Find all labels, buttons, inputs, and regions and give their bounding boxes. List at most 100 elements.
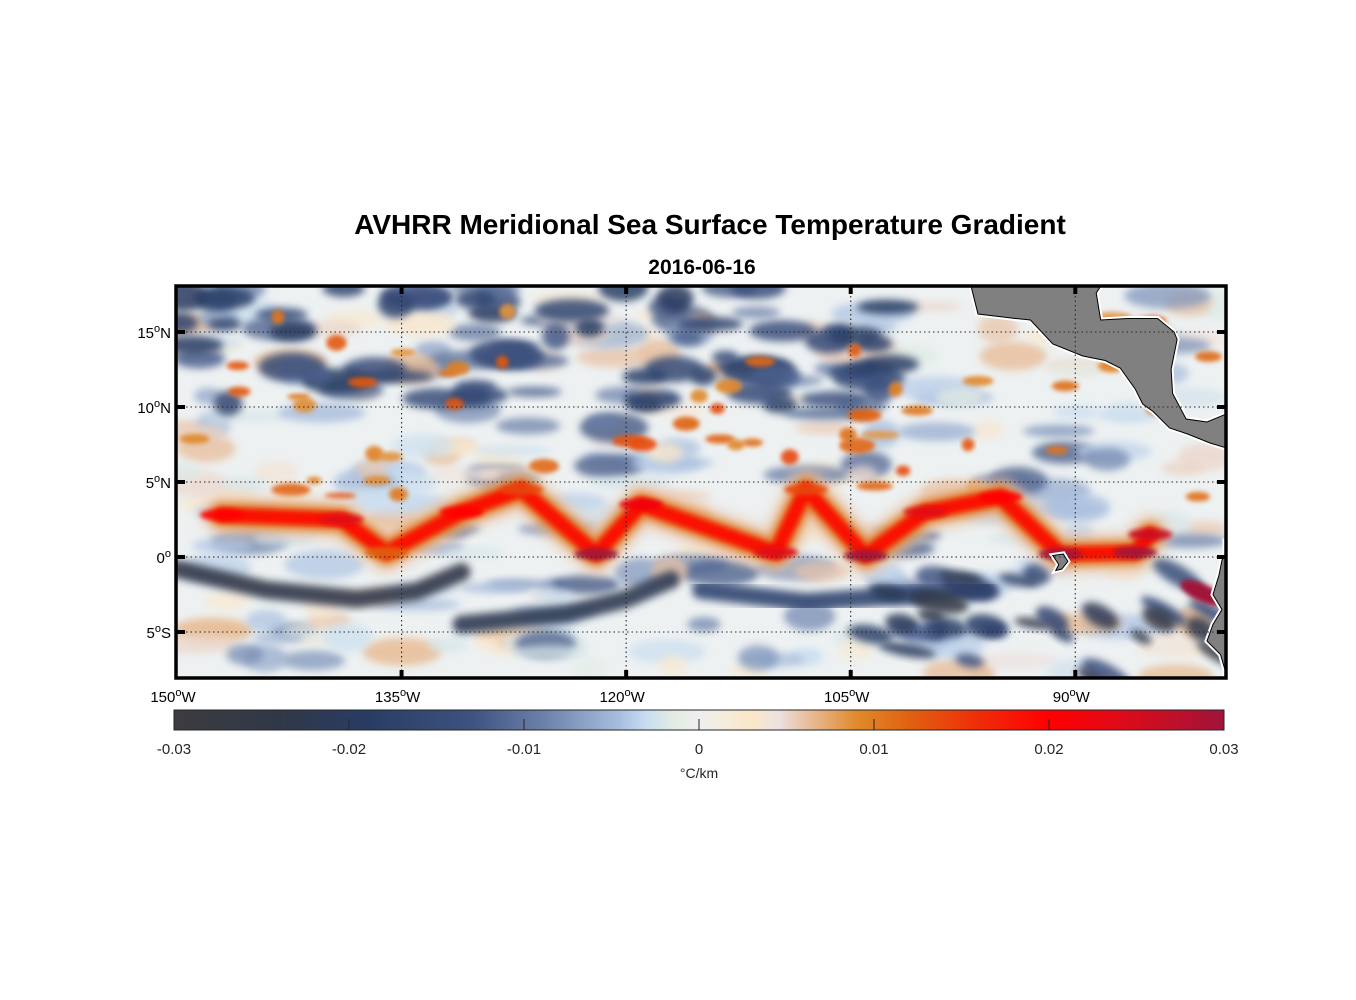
field-patch xyxy=(550,575,620,594)
map-plot-area: 150oW 135oW 120oW 105oW 90oW 15oN 10oN 5oN 0o 5oS xyxy=(137,284,1228,706)
land-mask xyxy=(968,287,1225,677)
negative-blob xyxy=(177,312,199,334)
field-patch xyxy=(846,465,878,484)
positive-blob xyxy=(690,389,708,403)
field-patch xyxy=(245,609,287,632)
field-patch xyxy=(647,442,684,464)
field-patch xyxy=(192,538,253,554)
field-patch xyxy=(1177,443,1225,472)
field-patch xyxy=(979,341,1047,371)
graticule xyxy=(177,287,1225,677)
y-tick-label: 0o xyxy=(157,548,171,567)
negative-blob xyxy=(750,364,801,388)
field-patch xyxy=(204,591,250,611)
positive-blob xyxy=(324,492,357,499)
field-patch xyxy=(935,387,984,408)
front-point xyxy=(319,513,364,526)
field-patch xyxy=(1043,493,1111,522)
field-patch xyxy=(429,467,504,482)
negative-blob xyxy=(213,391,243,416)
positive-blob xyxy=(612,434,647,448)
field-patch xyxy=(576,347,659,368)
field-patch xyxy=(1180,520,1225,538)
positive-blob xyxy=(389,487,408,502)
positive-blob xyxy=(860,430,900,439)
field-patch xyxy=(177,633,238,654)
front-point xyxy=(574,548,619,560)
negative-blob xyxy=(830,326,883,345)
field-patch xyxy=(589,476,673,490)
positive-blob xyxy=(901,405,933,416)
negative-blob xyxy=(878,642,937,659)
colorbar-tick-label: -0.02 xyxy=(332,741,366,758)
field-patch xyxy=(1152,533,1225,548)
negative-blob xyxy=(909,589,969,614)
field-patch xyxy=(322,622,373,652)
field-patch xyxy=(277,402,366,423)
positive-blob xyxy=(1045,445,1068,455)
field-patch xyxy=(977,314,1018,344)
negative-blob xyxy=(269,322,317,342)
chart-title: AVHRR Meridional Sea Surface Temperature… xyxy=(354,209,1066,240)
field-patch xyxy=(280,650,346,671)
positive-blob xyxy=(888,381,903,397)
field-patch xyxy=(1022,424,1095,438)
negative-blob xyxy=(998,573,1039,588)
field-patch xyxy=(355,459,389,479)
positive-blob xyxy=(962,375,994,386)
field-patch xyxy=(571,657,607,677)
field-patch xyxy=(226,644,264,665)
negative-blob xyxy=(933,617,967,638)
negative-blob xyxy=(656,287,694,313)
field-patch xyxy=(627,639,706,664)
field-patch xyxy=(902,301,963,312)
field-patch xyxy=(795,421,854,435)
front-point xyxy=(1128,528,1173,541)
field-patch xyxy=(254,459,299,486)
field-patch xyxy=(284,549,365,580)
field-patch xyxy=(972,419,1004,440)
negative-blob xyxy=(729,287,786,299)
y-tick-label: 10oN xyxy=(137,398,171,417)
negative-blob xyxy=(208,318,243,331)
positive-blob xyxy=(377,451,403,462)
negative-front-band xyxy=(452,570,681,634)
field-patch xyxy=(687,617,721,632)
negative-blob xyxy=(938,569,984,584)
chart-subtitle: 2016-06-16 xyxy=(648,256,755,279)
negative-blob xyxy=(800,391,871,408)
positive-blob xyxy=(390,348,416,357)
positive-blob xyxy=(271,483,311,497)
positive-blob xyxy=(326,334,347,351)
colorbar: -0.03 -0.02 -0.01 0 0.01 0.02 0.03 °C/km xyxy=(157,709,1239,781)
colorbar-tick-label: -0.03 xyxy=(157,741,191,758)
field-patch xyxy=(1084,448,1131,471)
field-patch xyxy=(177,461,200,483)
colorbar-tick-label: 0 xyxy=(695,741,703,758)
negative-blob xyxy=(1035,606,1069,632)
front-point xyxy=(843,549,888,562)
field-patch xyxy=(838,636,875,661)
negative-blob xyxy=(485,344,545,369)
negative-blob xyxy=(861,354,919,374)
positive-blob xyxy=(362,475,391,486)
positive-blob xyxy=(446,361,470,376)
positive-blob xyxy=(727,439,745,451)
positive-blob xyxy=(672,416,700,431)
negative-blob xyxy=(1077,667,1103,677)
negative-blob xyxy=(868,584,907,600)
field-patch xyxy=(975,652,1059,669)
field-patch xyxy=(459,582,530,593)
positive-blob xyxy=(895,465,911,477)
positive-blob xyxy=(705,434,736,444)
x-tick-label: 90oW xyxy=(1053,687,1091,706)
positive-blob xyxy=(1051,380,1079,392)
y-tick-label: 5oS xyxy=(147,623,171,642)
field-patch xyxy=(473,444,552,457)
negative-blob xyxy=(177,335,224,355)
galapagos-land xyxy=(1051,553,1069,572)
field-patch xyxy=(792,560,850,583)
front-point xyxy=(1113,546,1158,559)
negative-blob xyxy=(955,653,984,668)
field-patch xyxy=(495,417,561,435)
